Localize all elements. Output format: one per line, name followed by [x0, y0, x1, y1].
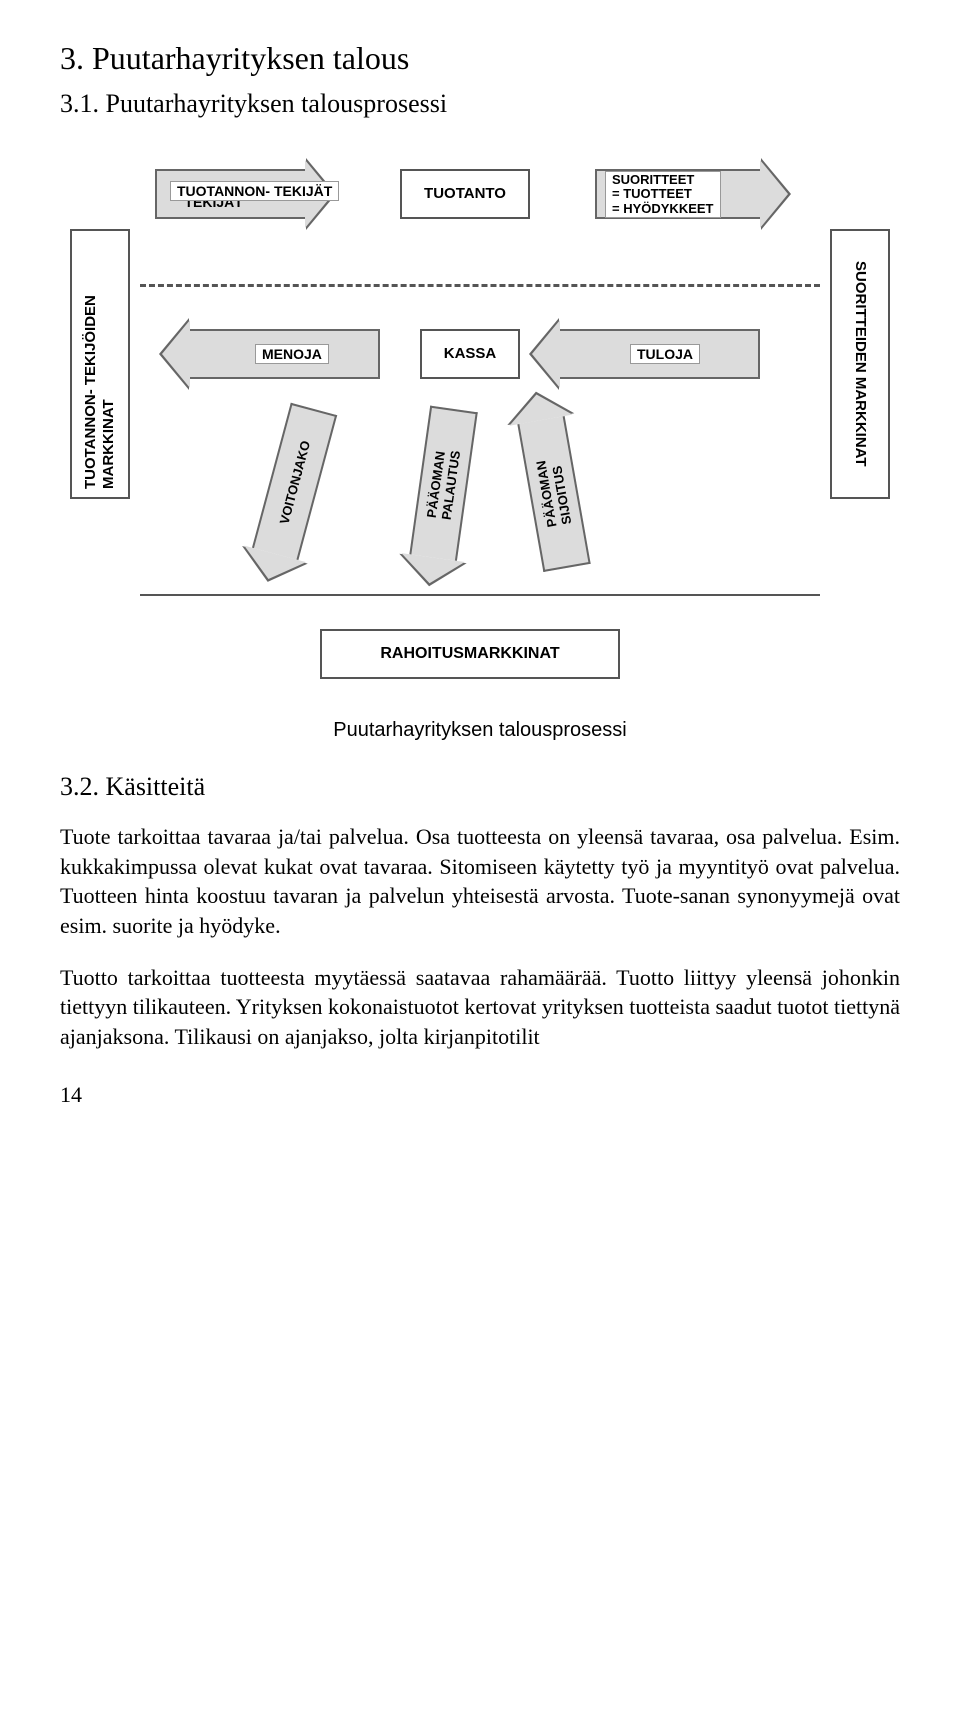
label-tuloja: TULOJA — [630, 344, 700, 364]
box-tuotanto: TUOTANTO — [400, 169, 530, 219]
paragraph-2: Tuotto tarkoittaa tuotteesta myytäessä s… — [60, 963, 900, 1052]
diagram-container: TUOTANNON- TEKIJÄT TUOTANNON- TEKIJÄT TU… — [60, 139, 900, 699]
process-diagram: TUOTANNON- TEKIJÄT TUOTANNON- TEKIJÄT TU… — [60, 139, 900, 699]
heading-1: 3. Puutarhayrityksen talous — [60, 40, 900, 77]
arrow-paaoman-sijoitus: PÄÄOMAN SIJOITUS — [517, 416, 590, 572]
heading-2: 3.1. Puutarhayrityksen talousprosessi — [60, 89, 900, 119]
arrow-paaoman-palautus: PÄÄOMAN PALAUTUS — [409, 406, 477, 561]
figure-caption: Puutarhayrityksen talousprosessi — [60, 719, 900, 742]
vbox-tuotannontekijoiden-markkinat: TUOTANNON- TEKIJÖIDEN MARKKINAT — [70, 229, 130, 499]
paragraph-1: Tuote tarkoittaa tavaraa ja/tai palvelua… — [60, 822, 900, 941]
page-number: 14 — [60, 1082, 900, 1108]
heading-3: 3.2. Käsitteitä — [60, 772, 900, 802]
vbox-suoritteiden-markkinat: SUORITTEIDEN MARKKINAT — [830, 229, 890, 499]
label-menoja: MENOJA — [255, 344, 329, 364]
solid-line-lower — [140, 594, 820, 596]
dashed-line-upper — [140, 284, 820, 287]
label-suoritteet: SUORITTEET = TUOTTEET = HYÖDYKKEET — [605, 171, 721, 218]
arrow-voitonjako: VOITONJAKO — [252, 403, 337, 560]
box-kassa: KASSA — [420, 329, 520, 379]
label-tuotannontekijat: TUOTANNON- TEKIJÄT — [170, 181, 339, 201]
box-rahoitusmarkkinat: RAHOITUSMARKKINAT — [320, 629, 620, 679]
